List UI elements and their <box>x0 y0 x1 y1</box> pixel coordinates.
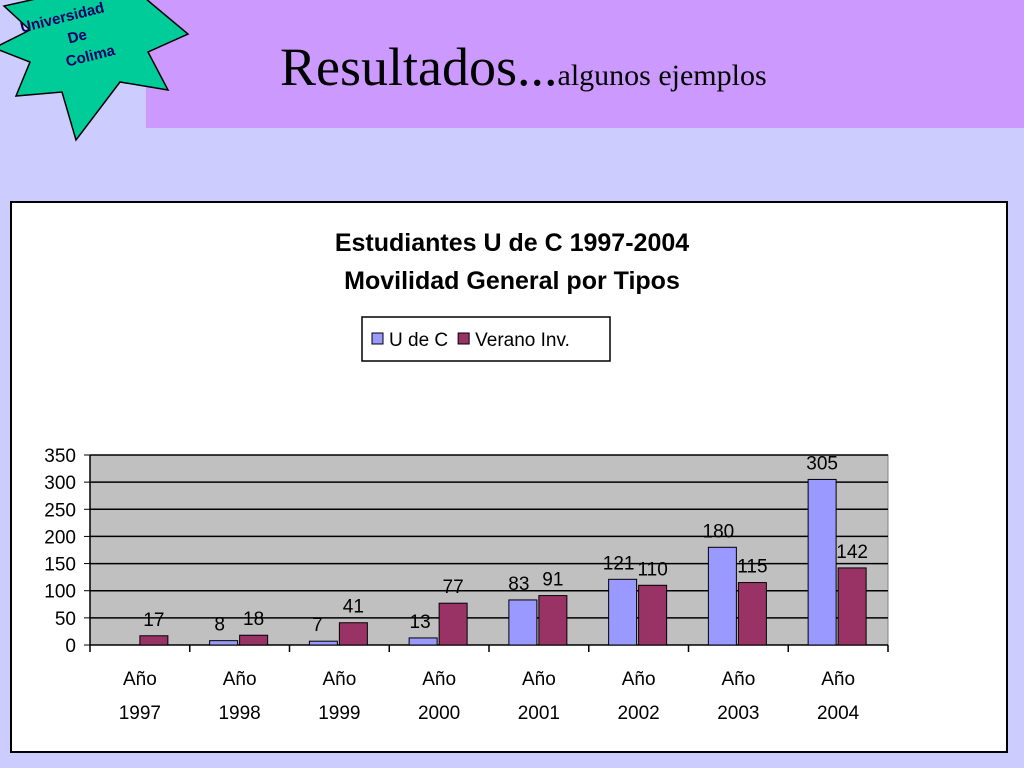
x-tick-label: Año <box>522 669 556 690</box>
bar-verano-inv <box>638 584 668 646</box>
chart-frame: Estudiantes U de C 1997-2004 Movilidad G… <box>10 201 1008 753</box>
y-tick-label: 200 <box>44 527 76 548</box>
legend-label: Verano Inv. <box>475 330 570 351</box>
x-tick-label: Año <box>721 669 755 690</box>
x-tick-label: Año <box>223 669 257 690</box>
legend-label: U de C <box>389 330 448 351</box>
data-label: 115 <box>737 557 767 578</box>
bar-verano-inv <box>239 634 269 646</box>
bar-u-de-c <box>807 478 837 646</box>
legend-swatch <box>457 332 470 345</box>
plot-background <box>89 454 889 646</box>
y-tick-label: 250 <box>44 500 76 521</box>
x-tick-label: 2001 <box>518 703 560 724</box>
bar-u-de-c <box>209 640 239 646</box>
y-tick-label: 50 <box>55 609 76 630</box>
data-label: 110 <box>637 559 667 580</box>
bar-u-de-c <box>308 640 338 646</box>
x-tick-label: 1999 <box>318 703 360 724</box>
data-label: 77 <box>443 577 464 598</box>
x-tick-label: 2004 <box>817 703 860 724</box>
x-tick-label: 2003 <box>717 703 759 724</box>
data-label: 8 <box>214 615 225 636</box>
y-tick-label: 300 <box>44 473 76 494</box>
y-tick-label: 0 <box>65 636 76 657</box>
x-tick-label: Año <box>422 669 456 690</box>
bar-verano-inv <box>837 567 867 646</box>
plot-area: 0 50 100 150 200 250 300 350 17 Año 1997 8 18 Año 1998… <box>44 446 889 724</box>
slide-title: Resultados...algunos ejemplos <box>280 36 767 98</box>
bar-chart: Estudiantes U de C 1997-2004 Movilidad G… <box>44 229 889 724</box>
data-label: 305 <box>806 453 838 474</box>
data-label: 121 <box>603 553 635 574</box>
data-label: 91 <box>542 570 563 591</box>
slide-title-main: Resultados... <box>280 37 558 97</box>
bar-verano-inv <box>338 622 368 646</box>
bar-verano-inv <box>438 602 468 646</box>
chart-legend: U de C Verano Inv. <box>361 316 611 362</box>
x-tick-label: Año <box>123 669 157 690</box>
data-label: 41 <box>343 597 364 618</box>
legend-swatch <box>371 332 384 345</box>
x-tick-label: 2002 <box>617 703 659 724</box>
logo-text-line2: De <box>66 26 89 47</box>
data-label: 180 <box>703 521 735 542</box>
bar-u-de-c <box>608 578 638 646</box>
bar-u-de-c <box>408 637 438 646</box>
data-label: 142 <box>836 542 868 563</box>
university-logo: Universidad De Colima <box>0 0 190 142</box>
data-label: 18 <box>243 609 264 630</box>
logo-starburst <box>0 0 190 142</box>
legend-box <box>361 316 611 362</box>
data-label: 83 <box>508 574 529 595</box>
data-label: 7 <box>312 615 323 636</box>
data-label: 13 <box>410 612 431 633</box>
bar-verano-inv <box>737 582 767 646</box>
chart-title: Estudiantes U de C 1997-2004 <box>335 229 689 257</box>
chart-subtitle: Movilidad General por Tipos <box>344 267 680 295</box>
bar-verano-inv <box>538 595 568 646</box>
bar-u-de-c <box>508 599 538 646</box>
header-band <box>146 0 1024 128</box>
x-tick-label: 1997 <box>119 703 161 724</box>
y-tick-label: 350 <box>44 446 76 467</box>
x-tick-label: 2000 <box>418 703 460 724</box>
x-tick-label: 1998 <box>218 703 260 724</box>
y-tick-label: 100 <box>44 582 76 603</box>
bar-u-de-c <box>707 546 737 646</box>
slide-title-sub: algunos ejemplos <box>557 59 767 92</box>
x-tick-label: Año <box>322 669 356 690</box>
data-label: 17 <box>143 610 164 631</box>
x-tick-label: Año <box>622 669 656 690</box>
y-tick-label: 150 <box>44 555 76 576</box>
bar-verano-inv <box>139 635 169 646</box>
x-tick-label: Año <box>821 669 855 690</box>
